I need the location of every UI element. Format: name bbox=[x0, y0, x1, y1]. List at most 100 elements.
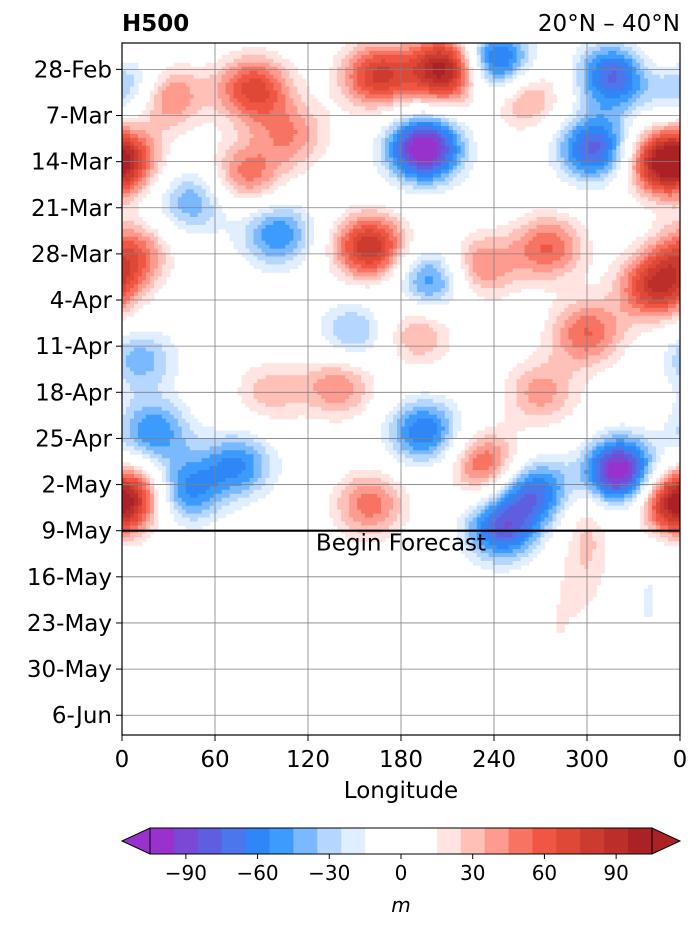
contour-cell bbox=[265, 149, 271, 155]
contour-cell bbox=[241, 118, 247, 123]
contour-cell bbox=[389, 260, 394, 266]
contour-cell bbox=[309, 240, 314, 246]
contour-cell bbox=[253, 169, 259, 175]
contour-cell bbox=[624, 114, 629, 119]
contour-cell bbox=[656, 240, 661, 246]
contour-cell bbox=[365, 46, 370, 52]
contour-cell bbox=[600, 169, 605, 175]
contour-cell bbox=[416, 54, 422, 60]
contour-cell bbox=[301, 165, 306, 171]
contour-cell bbox=[373, 70, 378, 76]
contour-cell bbox=[293, 232, 298, 238]
contour-cell bbox=[297, 153, 302, 159]
contour-cell bbox=[365, 213, 370, 218]
contour-cell bbox=[668, 153, 673, 159]
contour-cell bbox=[141, 232, 147, 238]
contour-cell bbox=[173, 197, 179, 202]
contour-cell bbox=[664, 260, 669, 266]
contour-cell bbox=[209, 90, 215, 95]
contour-cell bbox=[249, 236, 255, 242]
contour-cell bbox=[476, 50, 482, 56]
contour-cell bbox=[122, 264, 127, 269]
contour-cell bbox=[301, 90, 306, 95]
contour-cell bbox=[401, 133, 406, 139]
contour-cell bbox=[580, 114, 585, 119]
contour-cell bbox=[225, 54, 231, 60]
contour-cell bbox=[245, 74, 251, 80]
contour-cell bbox=[676, 161, 680, 167]
contour-cell bbox=[289, 129, 294, 135]
contour-cell bbox=[345, 264, 350, 269]
contour-cell bbox=[181, 197, 187, 202]
contour-cell bbox=[592, 110, 597, 115]
contour-cell bbox=[624, 54, 629, 60]
contour-cell bbox=[644, 62, 649, 68]
contour-cell bbox=[333, 220, 338, 226]
contour-cell bbox=[385, 62, 390, 68]
contour-cell bbox=[393, 46, 398, 52]
contour-cell bbox=[245, 149, 251, 155]
contour-cell bbox=[281, 106, 287, 111]
contour-cell bbox=[456, 43, 462, 48]
contour-cell bbox=[377, 228, 382, 234]
contour-cell bbox=[512, 50, 518, 56]
contour-cell bbox=[640, 252, 645, 258]
contour-cell bbox=[265, 118, 271, 123]
contour-cell bbox=[269, 94, 275, 99]
contour-cell bbox=[333, 62, 338, 68]
contour-cell bbox=[652, 129, 657, 135]
contour-cell bbox=[632, 177, 637, 182]
contour-cell bbox=[329, 252, 334, 258]
contour-cell bbox=[464, 78, 470, 84]
contour-cell bbox=[289, 118, 294, 123]
contour-cell bbox=[612, 157, 617, 163]
contour-cell bbox=[125, 90, 131, 95]
contour-cell bbox=[488, 82, 494, 88]
contour-cell bbox=[660, 173, 665, 179]
contour-cell bbox=[249, 106, 255, 111]
contour-cell bbox=[393, 82, 398, 88]
contour-cell bbox=[652, 185, 657, 190]
contour-cell bbox=[129, 260, 135, 266]
contour-cell bbox=[289, 145, 294, 151]
contour-cell bbox=[604, 137, 609, 143]
contour-cell bbox=[572, 236, 577, 242]
contour-cell bbox=[636, 54, 641, 60]
contour-cell bbox=[401, 181, 406, 186]
contour-cell bbox=[329, 256, 334, 262]
contour-cell bbox=[644, 244, 649, 250]
contour-cell bbox=[217, 86, 223, 92]
contour-cell bbox=[393, 58, 398, 64]
contour-cell bbox=[329, 94, 334, 99]
contour-cell bbox=[233, 157, 239, 163]
contour-cell bbox=[660, 244, 665, 250]
contour-cell bbox=[612, 74, 617, 80]
contour-cell bbox=[572, 106, 577, 111]
contour-cell bbox=[177, 224, 183, 230]
contour-cell bbox=[233, 244, 239, 250]
contour-cell bbox=[520, 98, 526, 103]
contour-cell bbox=[201, 181, 207, 186]
contour-cell bbox=[141, 264, 147, 269]
contour-cell bbox=[277, 54, 283, 60]
contour-cell bbox=[301, 240, 306, 246]
contour-cell bbox=[149, 157, 155, 163]
contour-cell bbox=[552, 153, 558, 159]
contour-cell bbox=[289, 216, 294, 222]
contour-cell bbox=[436, 141, 442, 147]
contour-cell bbox=[253, 106, 259, 111]
contour-cell bbox=[592, 102, 597, 107]
contour-cell bbox=[165, 98, 171, 103]
contour-cell bbox=[381, 70, 386, 76]
contour-cell bbox=[122, 197, 127, 202]
contour-cell bbox=[588, 145, 593, 151]
contour-cell bbox=[644, 70, 649, 76]
contour-cell bbox=[560, 157, 566, 163]
contour-cell bbox=[289, 220, 294, 226]
contour-cell bbox=[412, 122, 418, 127]
contour-cell bbox=[620, 114, 625, 119]
contour-cell bbox=[253, 46, 259, 52]
contour-cell bbox=[281, 82, 287, 88]
contour-cell bbox=[540, 209, 546, 214]
contour-cell bbox=[245, 165, 251, 171]
